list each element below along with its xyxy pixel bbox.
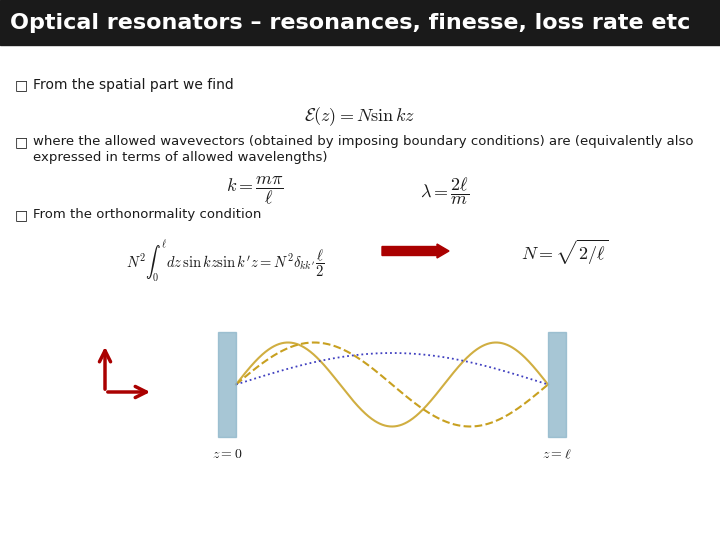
FancyArrow shape bbox=[382, 244, 449, 258]
Text: From the spatial part we find: From the spatial part we find bbox=[33, 78, 234, 92]
Bar bbox=[548, 332, 566, 437]
Text: □: □ bbox=[15, 135, 28, 149]
Text: $N^2\int_0^{\ell}dz\,\sin kz\sin k'z = N^2\delta_{kk'}\dfrac{\ell}{2}$: $N^2\int_0^{\ell}dz\,\sin kz\sin k'z = N… bbox=[126, 238, 324, 284]
Text: $z = \ell$: $z = \ell$ bbox=[542, 447, 572, 461]
Bar bbox=[0, 0, 720, 45]
Text: $\lambda=\dfrac{2\ell}{m}$: $\lambda=\dfrac{2\ell}{m}$ bbox=[420, 175, 469, 207]
Text: Optical resonators – resonances, finesse, loss rate etc: Optical resonators – resonances, finesse… bbox=[10, 13, 690, 33]
Text: $z = 0$: $z = 0$ bbox=[212, 447, 242, 461]
Text: $k=\dfrac{m\pi}{\ell}$: $k=\dfrac{m\pi}{\ell}$ bbox=[226, 175, 284, 207]
Text: where the allowed wavevectors (obtained by imposing boundary conditions) are (eq: where the allowed wavevectors (obtained … bbox=[33, 135, 693, 148]
Text: expressed in terms of allowed wavelengths): expressed in terms of allowed wavelength… bbox=[33, 151, 328, 164]
Bar bbox=[218, 332, 236, 437]
Text: $N = \sqrt{2/\ell}$: $N = \sqrt{2/\ell}$ bbox=[521, 238, 608, 267]
Text: From the orthonormality condition: From the orthonormality condition bbox=[33, 208, 261, 221]
Text: □: □ bbox=[15, 208, 28, 222]
Text: □: □ bbox=[15, 78, 28, 92]
Text: $\mathcal{E}(z) = N\sin kz$: $\mathcal{E}(z) = N\sin kz$ bbox=[305, 105, 415, 128]
